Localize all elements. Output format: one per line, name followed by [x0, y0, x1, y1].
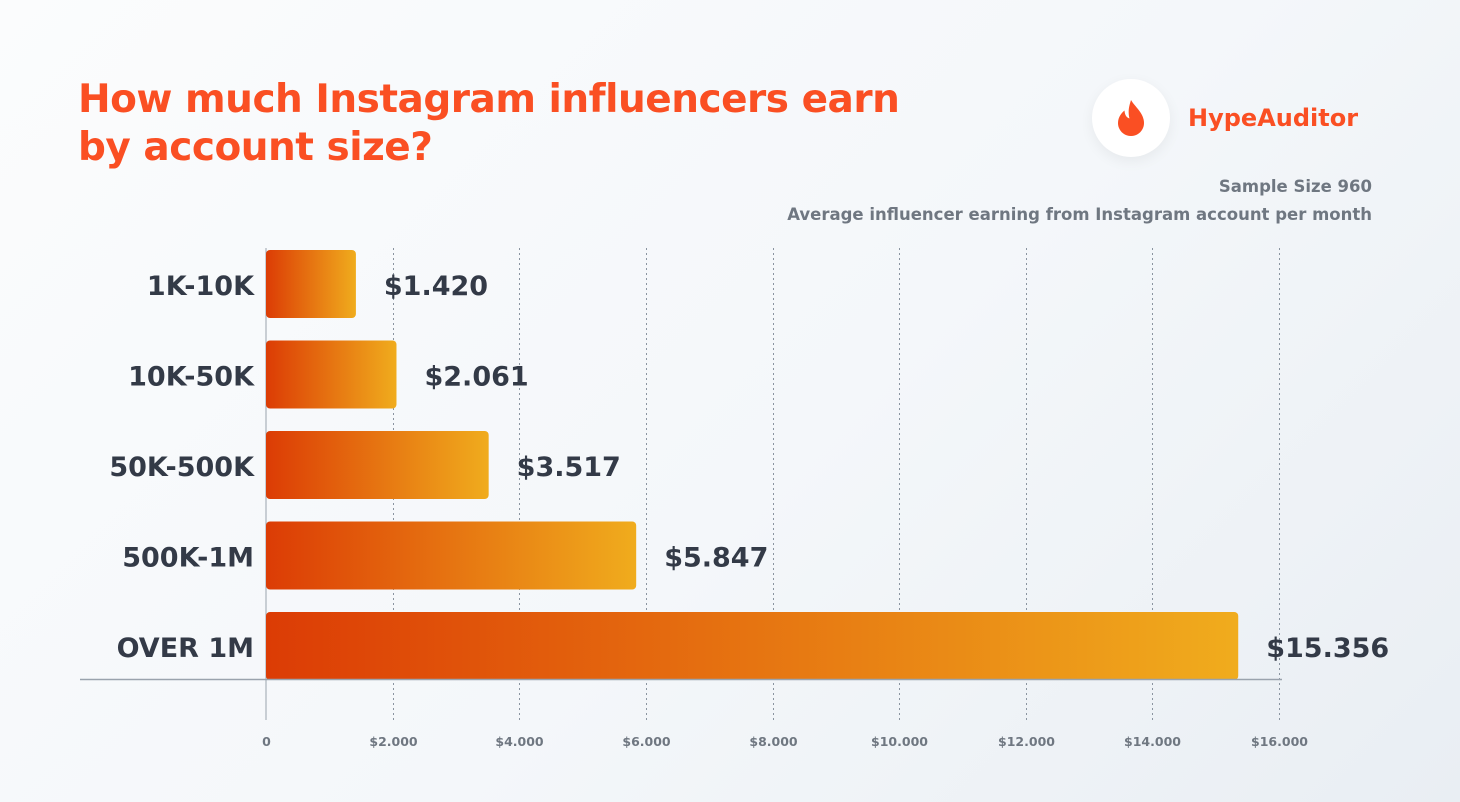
labels: 0 $2.000 $4.000 $6.000 $8.000 $10.000 $12.000 $…: [109, 271, 1389, 749]
bar: [266, 521, 637, 590]
bars: [266, 250, 1239, 680]
category-label: 500K-1M: [122, 543, 254, 574]
x-tick-label: $10.000: [871, 734, 928, 749]
value-label: $3.517: [517, 452, 621, 483]
x-tick-label: $12.000: [998, 734, 1055, 749]
value-label: $1.420: [384, 271, 488, 302]
bar: [266, 340, 397, 409]
x-tick-label: $6.000: [622, 734, 671, 749]
x-tick-label: $16.000: [1251, 734, 1308, 749]
x-tick-label: $2.000: [369, 734, 418, 749]
x-tick-label: 0: [262, 734, 271, 749]
x-tick-label: $8.000: [749, 734, 798, 749]
chart-title: How much Instagram influencers earn by a…: [78, 76, 998, 172]
sample-size: Sample Size 960: [1218, 177, 1372, 196]
bar: [266, 431, 489, 499]
brand-logo: HypeAuditor: [1092, 79, 1358, 157]
bar: [266, 612, 1239, 680]
category-label: 10K-50K: [128, 362, 255, 393]
value-label: $15.356: [1266, 633, 1389, 664]
category-label: 50K-500K: [109, 452, 255, 483]
x-tick-label: $14.000: [1124, 734, 1181, 749]
flame-icon: [1092, 79, 1170, 157]
x-tick-label: $4.000: [495, 734, 544, 749]
value-label: $2.061: [424, 362, 528, 393]
chart-subtitle: Average influencer earning from Instagra…: [787, 205, 1372, 224]
category-label: 1K-10K: [147, 271, 255, 302]
chart-title-line-1: How much Instagram influencers earn: [78, 77, 900, 122]
chart-title-line-2: by account size?: [78, 125, 433, 170]
bar: [266, 250, 356, 318]
brand-name: HypeAuditor: [1188, 104, 1359, 132]
value-label: $5.847: [664, 543, 768, 574]
category-label: OVER 1M: [117, 633, 254, 664]
